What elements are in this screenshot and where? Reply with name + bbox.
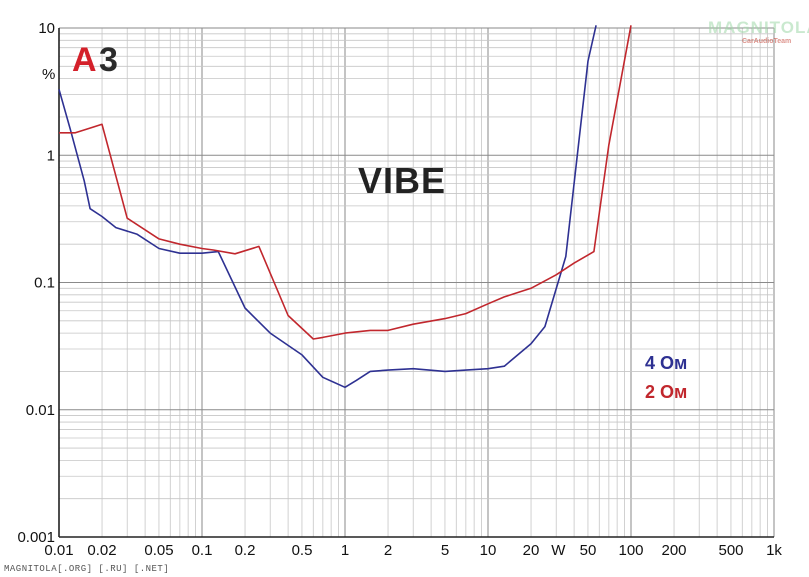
x-tick-label: 0.02 — [87, 542, 116, 559]
x-tick-label: 500 — [718, 542, 743, 559]
x-tick-label: 50 — [580, 542, 597, 559]
y-tick-label: 0.01 — [26, 402, 55, 419]
x-tick-label: 1 — [341, 542, 349, 559]
logo-digit-3: 3 — [99, 41, 118, 79]
x-tick-label: 0.2 — [235, 542, 256, 559]
watermark-sub-text: CarAudioTeam — [742, 38, 792, 45]
series-line-4-ohm — [58, 25, 597, 389]
logo-letter-a: A — [72, 41, 97, 79]
legend-item-2-ohm: 2 Ом — [645, 382, 688, 402]
x-tick-label: W — [551, 542, 566, 559]
grid-lines — [58, 27, 775, 538]
series-layer — [58, 25, 632, 389]
x-tick-label: 0.01 — [44, 542, 73, 559]
x-tick-label: 2 — [384, 542, 392, 559]
x-tick-label: 0.1 — [192, 542, 213, 559]
magnitola-watermark: MAGNITOLA CarAudioTeam — [708, 18, 809, 48]
series-line-2-ohm — [59, 25, 632, 340]
y-axis-unit-label: % — [42, 66, 56, 83]
x-tick-label: 0.5 — [292, 542, 313, 559]
x-tick-label: 20 — [523, 542, 540, 559]
x-tick-label: 1k — [766, 542, 782, 559]
watermark-main-text: MAGNITOLA — [708, 18, 809, 37]
footer-credit: MAGNITOLA[.ORG] [.RU] [.NET] — [4, 564, 170, 574]
x-tick-label: 100 — [618, 542, 643, 559]
y-tick-labels: 10 1 0.1 0.01 0.001 — [17, 20, 55, 546]
x-tick-label: 5 — [441, 542, 449, 559]
a3-logo: A 3 — [72, 42, 130, 78]
y-tick-label: 0.001 — [17, 529, 55, 546]
y-tick-label: 10 — [38, 20, 55, 37]
model-title: VIBE — [358, 160, 447, 201]
x-tick-labels: 0.01 0.02 0.05 0.1 0.2 0.5 1 2 5 10 20 W 50 100 200 500… — [44, 542, 782, 559]
y-tick-label: 0.1 — [34, 275, 55, 292]
x-tick-label: 10 — [480, 542, 497, 559]
y-tick-label: 1 — [47, 147, 55, 164]
legend-item-4-ohm: 4 Ом — [645, 353, 688, 373]
x-tick-label: 0.05 — [144, 542, 173, 559]
x-tick-label: 200 — [661, 542, 686, 559]
